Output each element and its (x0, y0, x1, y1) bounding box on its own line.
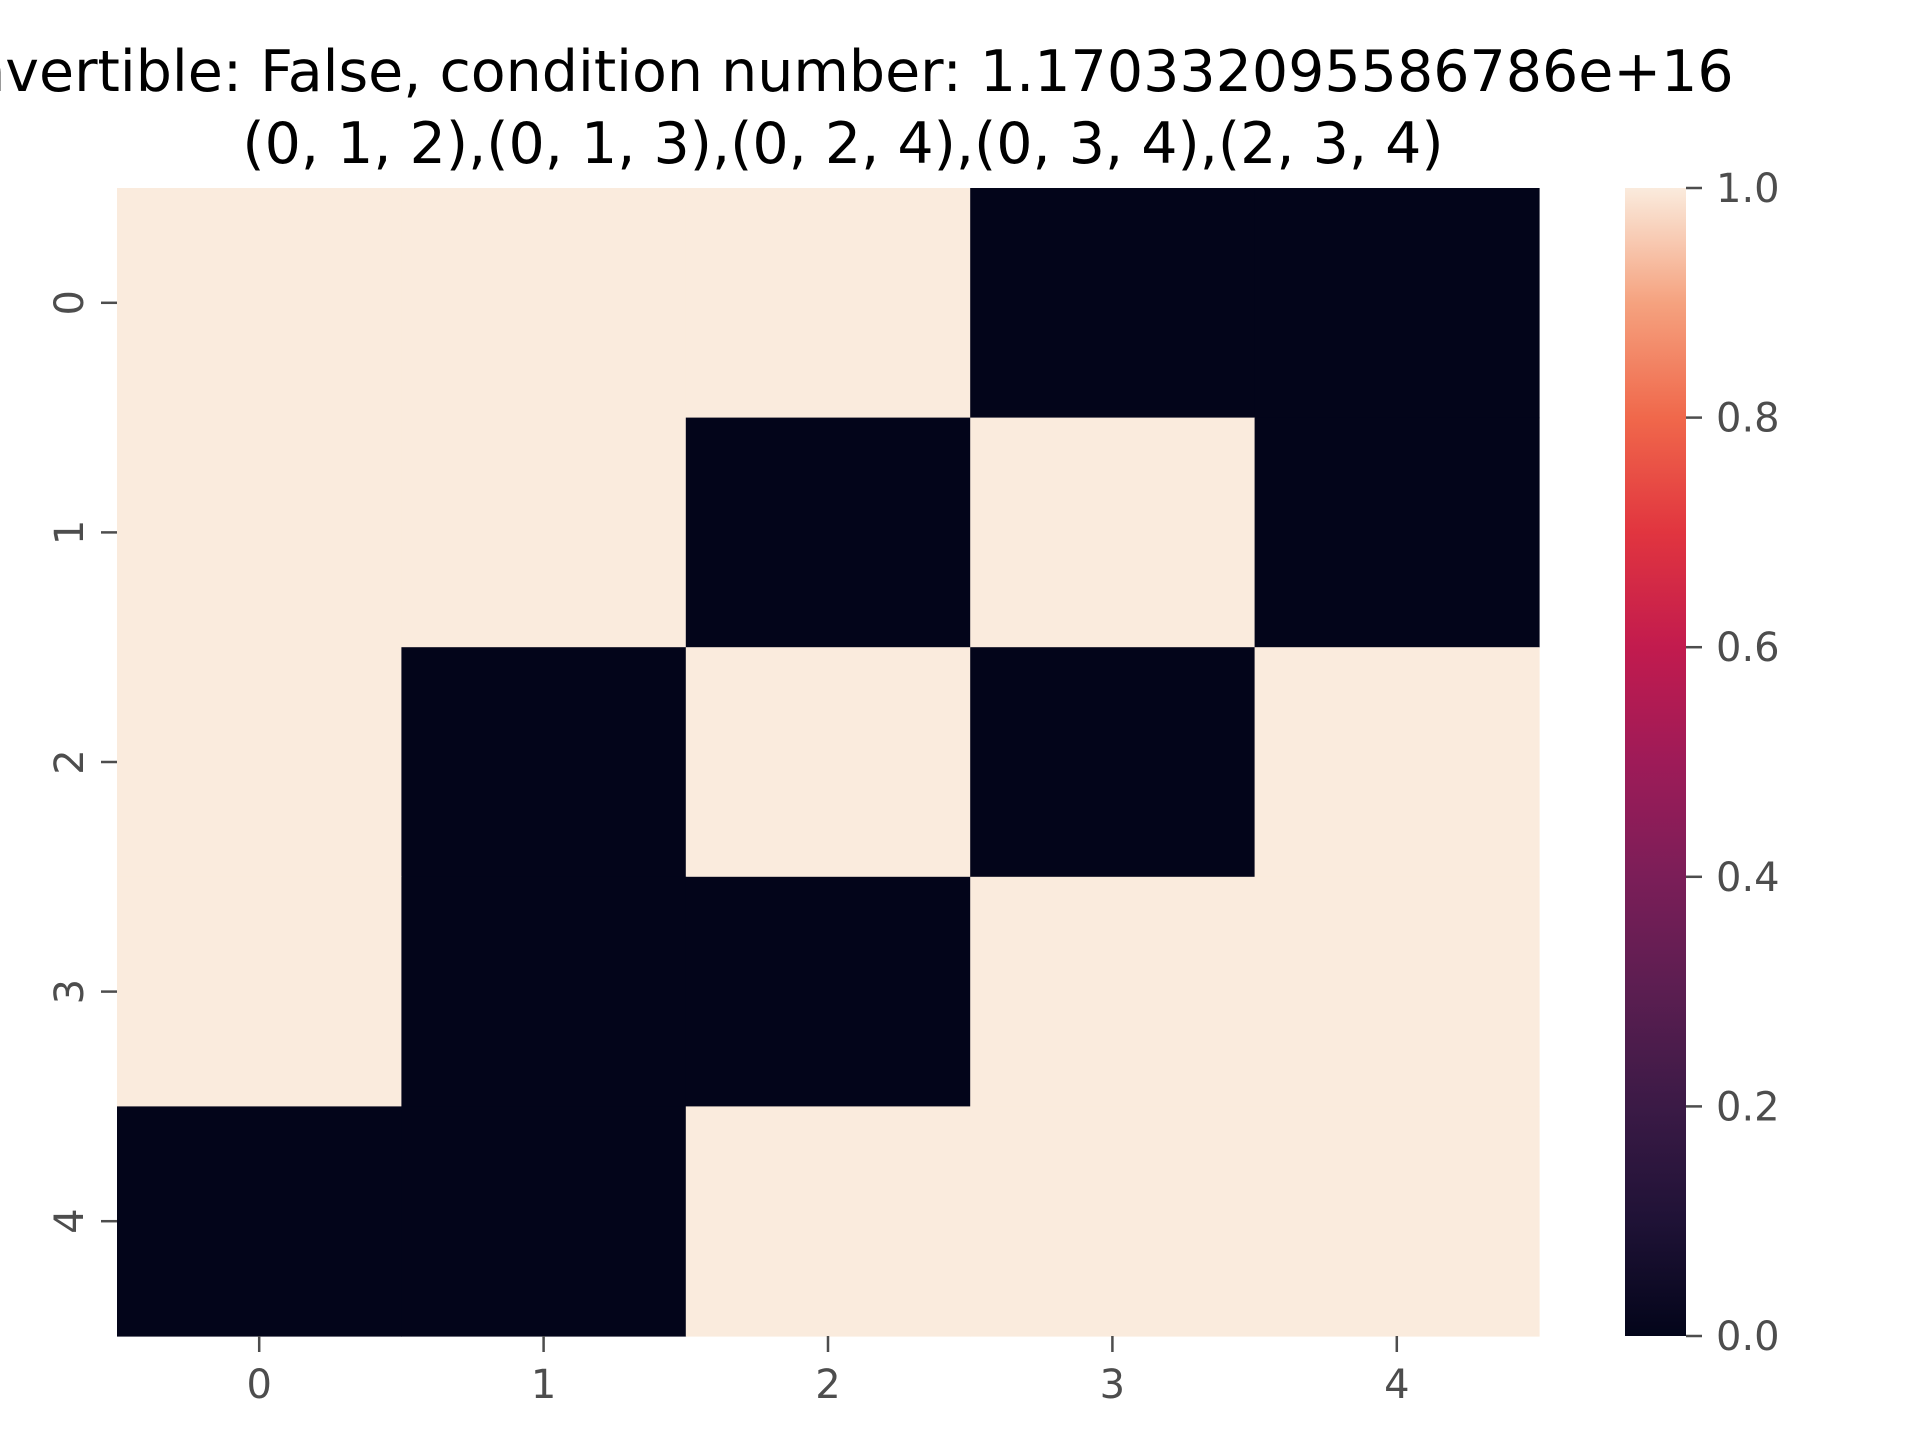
heatmap-cell-r3-c4 (1254, 876, 1540, 1107)
colorbar-tick-label: 0.0 (1716, 1314, 1780, 1360)
heatmap-cell-r2-c2 (685, 647, 971, 878)
x-tick-label: 1 (531, 1362, 556, 1408)
x-axis: 0 1 2 3 4 (246, 1336, 1410, 1408)
heatmap-cell-r3-c1 (401, 876, 687, 1107)
chart-title-line-2: (0, 1, 2),(0, 1, 3),(0, 2, 4),(0, 3, 4),… (242, 111, 1443, 177)
heatmap-cell-r4-c4 (1254, 1106, 1540, 1337)
chart-title-line-1: Invertible: False, condition number: 1.1… (0, 39, 1734, 105)
heatmap-cell-r2-c0 (117, 647, 402, 878)
y-tick-label: 4 (47, 1208, 93, 1233)
heatmap-cell-r4-c2 (685, 1106, 971, 1337)
heatmap-cell-r2-c4 (1254, 647, 1540, 878)
heatmap-cell-r2-c1 (401, 647, 687, 878)
colorbar-tick-label: 0.8 (1716, 396, 1780, 442)
colorbar: 0.0 0.2 0.4 0.6 0.8 1.0 (1625, 166, 1780, 1360)
colorbar-tick-label: 1.0 (1716, 166, 1780, 212)
heatmap-cell-r4-c1 (401, 1106, 687, 1337)
heatmap-cell-r3-c0 (117, 876, 402, 1107)
heatmap-cell-r4-c0 (117, 1106, 402, 1337)
colorbar-tick-label: 0.4 (1716, 855, 1780, 901)
heatmap-cell-r1-c2 (685, 417, 971, 648)
colorbar-tick-label: 0.2 (1716, 1084, 1780, 1130)
heatmap-cell-r0-c2 (685, 188, 971, 419)
heatmap-cells (117, 188, 1540, 1337)
heatmap-cell-r0-c3 (970, 188, 1256, 419)
y-tick-label: 3 (47, 979, 93, 1004)
heatmap-cell-r2-c3 (970, 647, 1256, 878)
y-axis: 0 1 2 3 4 (47, 290, 117, 1234)
heatmap-cell-r1-c0 (117, 417, 402, 648)
heatmap-cell-r0-c1 (401, 188, 687, 419)
x-tick-label: 4 (1384, 1362, 1409, 1408)
x-tick-label: 3 (1100, 1362, 1125, 1408)
y-tick-label: 2 (47, 749, 93, 774)
heatmap-cell-r1-c3 (970, 417, 1256, 648)
colorbar-tick-label: 0.6 (1716, 625, 1780, 671)
y-tick-label: 0 (47, 290, 93, 315)
heatmap-cell-r3-c3 (970, 876, 1256, 1107)
colorbar-ticks: 0.0 0.2 0.4 0.6 0.8 1.0 (1686, 166, 1780, 1360)
y-tick-label: 1 (47, 520, 93, 545)
x-tick-label: 2 (815, 1362, 840, 1408)
x-tick-label: 0 (246, 1362, 271, 1408)
heatmap-cell-r0-c4 (1254, 188, 1540, 419)
heatmap-cell-r3-c2 (685, 876, 971, 1107)
colorbar-gradient (1625, 188, 1686, 1336)
heatmap-cell-r1-c4 (1254, 417, 1540, 648)
heatmap-cell-r1-c1 (401, 417, 687, 648)
heatmap-cell-r0-c0 (117, 188, 402, 419)
heatmap-cell-r4-c3 (970, 1106, 1256, 1337)
